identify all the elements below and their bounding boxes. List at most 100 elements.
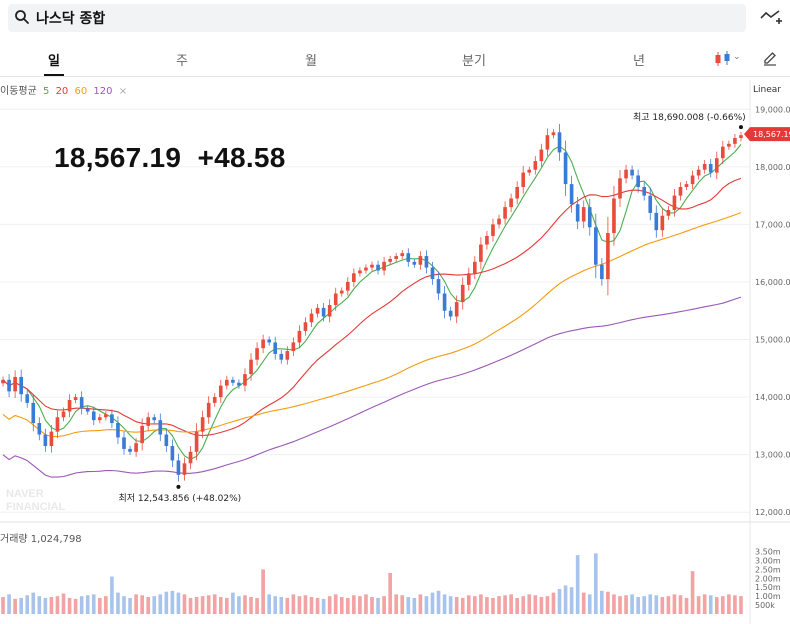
- search-bar[interactable]: 나스닥 종합: [8, 4, 746, 32]
- candle-body: [104, 414, 108, 418]
- candle-body: [73, 397, 78, 400]
- candle-body: [382, 261, 386, 271]
- candle-body: [333, 293, 338, 305]
- current-price: 18,567.19: [54, 142, 182, 173]
- candle-body: [206, 402, 211, 418]
- tab-quarter[interactable]: 분기: [462, 54, 486, 69]
- candle-body: [237, 382, 241, 386]
- volume-bar: [170, 590, 175, 614]
- candle-body: [606, 233, 610, 280]
- candle-body: [563, 152, 568, 185]
- volume-bar: [533, 595, 538, 614]
- volume-bar: [660, 597, 665, 614]
- volume-bar: [327, 596, 332, 614]
- volume-bar: [85, 595, 90, 614]
- candle-body: [352, 273, 356, 282]
- candle-body: [309, 313, 314, 323]
- candle-body: [733, 138, 737, 144]
- candle-body: [593, 227, 598, 265]
- tab-day[interactable]: 일: [48, 54, 60, 69]
- candle-body: [122, 437, 126, 449]
- candle-body: [231, 379, 235, 383]
- candle-body: [225, 379, 229, 386]
- volume-bar: [727, 594, 731, 614]
- active-tab-indicator: [44, 74, 64, 76]
- candle-body: [267, 339, 271, 343]
- candle-body: [31, 402, 36, 424]
- volume-bar: [485, 597, 489, 614]
- candle-body: [515, 186, 519, 199]
- candle-body: [345, 281, 350, 291]
- annotations: 최고 18,690.008 (-0.66%) 최저 12,543.856 (+48…: [118, 112, 790, 504]
- volume-bar: [545, 596, 550, 614]
- volume-bar: [43, 597, 48, 614]
- candle-body: [339, 290, 344, 294]
- tab-week[interactable]: 주: [176, 54, 188, 69]
- candle-body: [660, 215, 665, 231]
- volume-bar: [473, 596, 477, 614]
- candle-body: [739, 135, 743, 139]
- volume-bar: [666, 596, 671, 614]
- candle-body: [110, 414, 114, 424]
- volume-tick-label: 1.00m: [755, 592, 781, 601]
- volume-bar: [600, 590, 604, 614]
- candle-body: [618, 178, 622, 199]
- search-icon[interactable]: [14, 9, 30, 29]
- compare-chart-icon[interactable]: [760, 8, 782, 30]
- candle-body: [678, 186, 683, 196]
- tab-month[interactable]: 월: [305, 54, 317, 69]
- candle-body: [146, 417, 151, 426]
- search-input[interactable]: 나스닥 종합: [36, 11, 106, 27]
- candle-body: [448, 310, 453, 317]
- volume-bar: [116, 592, 120, 614]
- y-tick-label: 19,000.000: [755, 105, 790, 114]
- tab-year[interactable]: 년: [633, 54, 645, 69]
- y-tick-label: 12,000.000: [755, 508, 790, 517]
- pencil-icon[interactable]: [762, 50, 778, 70]
- ma120-label[interactable]: 120: [93, 86, 113, 97]
- volume-tick-label: 3.00m: [755, 556, 781, 565]
- ma5-line: [2, 144, 742, 460]
- volume-bar: [104, 596, 108, 614]
- candle-body: [684, 184, 689, 187]
- volume-bar: [642, 596, 647, 614]
- volume-bar: [400, 595, 405, 614]
- scale-mode-selector[interactable]: Linear: [753, 85, 781, 95]
- volume-bar: [539, 597, 544, 614]
- volume-bar: [733, 595, 737, 614]
- candle-body: [612, 198, 616, 234]
- ma60-line: [2, 212, 742, 438]
- volume-bar: [291, 594, 296, 614]
- volume-bar: [678, 595, 683, 614]
- volume-bar: [563, 585, 568, 614]
- candle-body: [158, 420, 163, 435]
- ma5-label[interactable]: 5: [43, 86, 50, 97]
- volume-bar: [261, 569, 265, 614]
- quote-display: 18,567.19 +48.58: [54, 142, 286, 174]
- chevron-down-icon[interactable]: ⌄: [733, 52, 741, 62]
- chart-grid: [0, 108, 750, 513]
- volume-bar: [13, 598, 17, 614]
- candle-body: [249, 359, 253, 375]
- candle-body: [642, 186, 647, 196]
- candle-body: [140, 425, 144, 444]
- volume-bar: [714, 597, 719, 614]
- candle-body: [503, 207, 507, 219]
- ma20-label[interactable]: 20: [55, 86, 69, 97]
- volume-bar: [606, 591, 610, 614]
- volume-bar: [624, 595, 628, 614]
- volume-bar: [569, 587, 574, 614]
- volume-bar: [612, 594, 616, 614]
- volume-bar: [297, 596, 302, 614]
- close-icon[interactable]: ×: [118, 86, 128, 97]
- volume-tick-label: 2.50m: [755, 565, 781, 574]
- ma60-label[interactable]: 60: [74, 86, 88, 97]
- candle-body: [194, 431, 199, 452]
- candlestick-icon[interactable]: [714, 50, 732, 72]
- candle-body: [297, 330, 302, 343]
- candle-body: [255, 348, 259, 360]
- volume-bar: [618, 596, 622, 614]
- candle-body: [97, 417, 102, 421]
